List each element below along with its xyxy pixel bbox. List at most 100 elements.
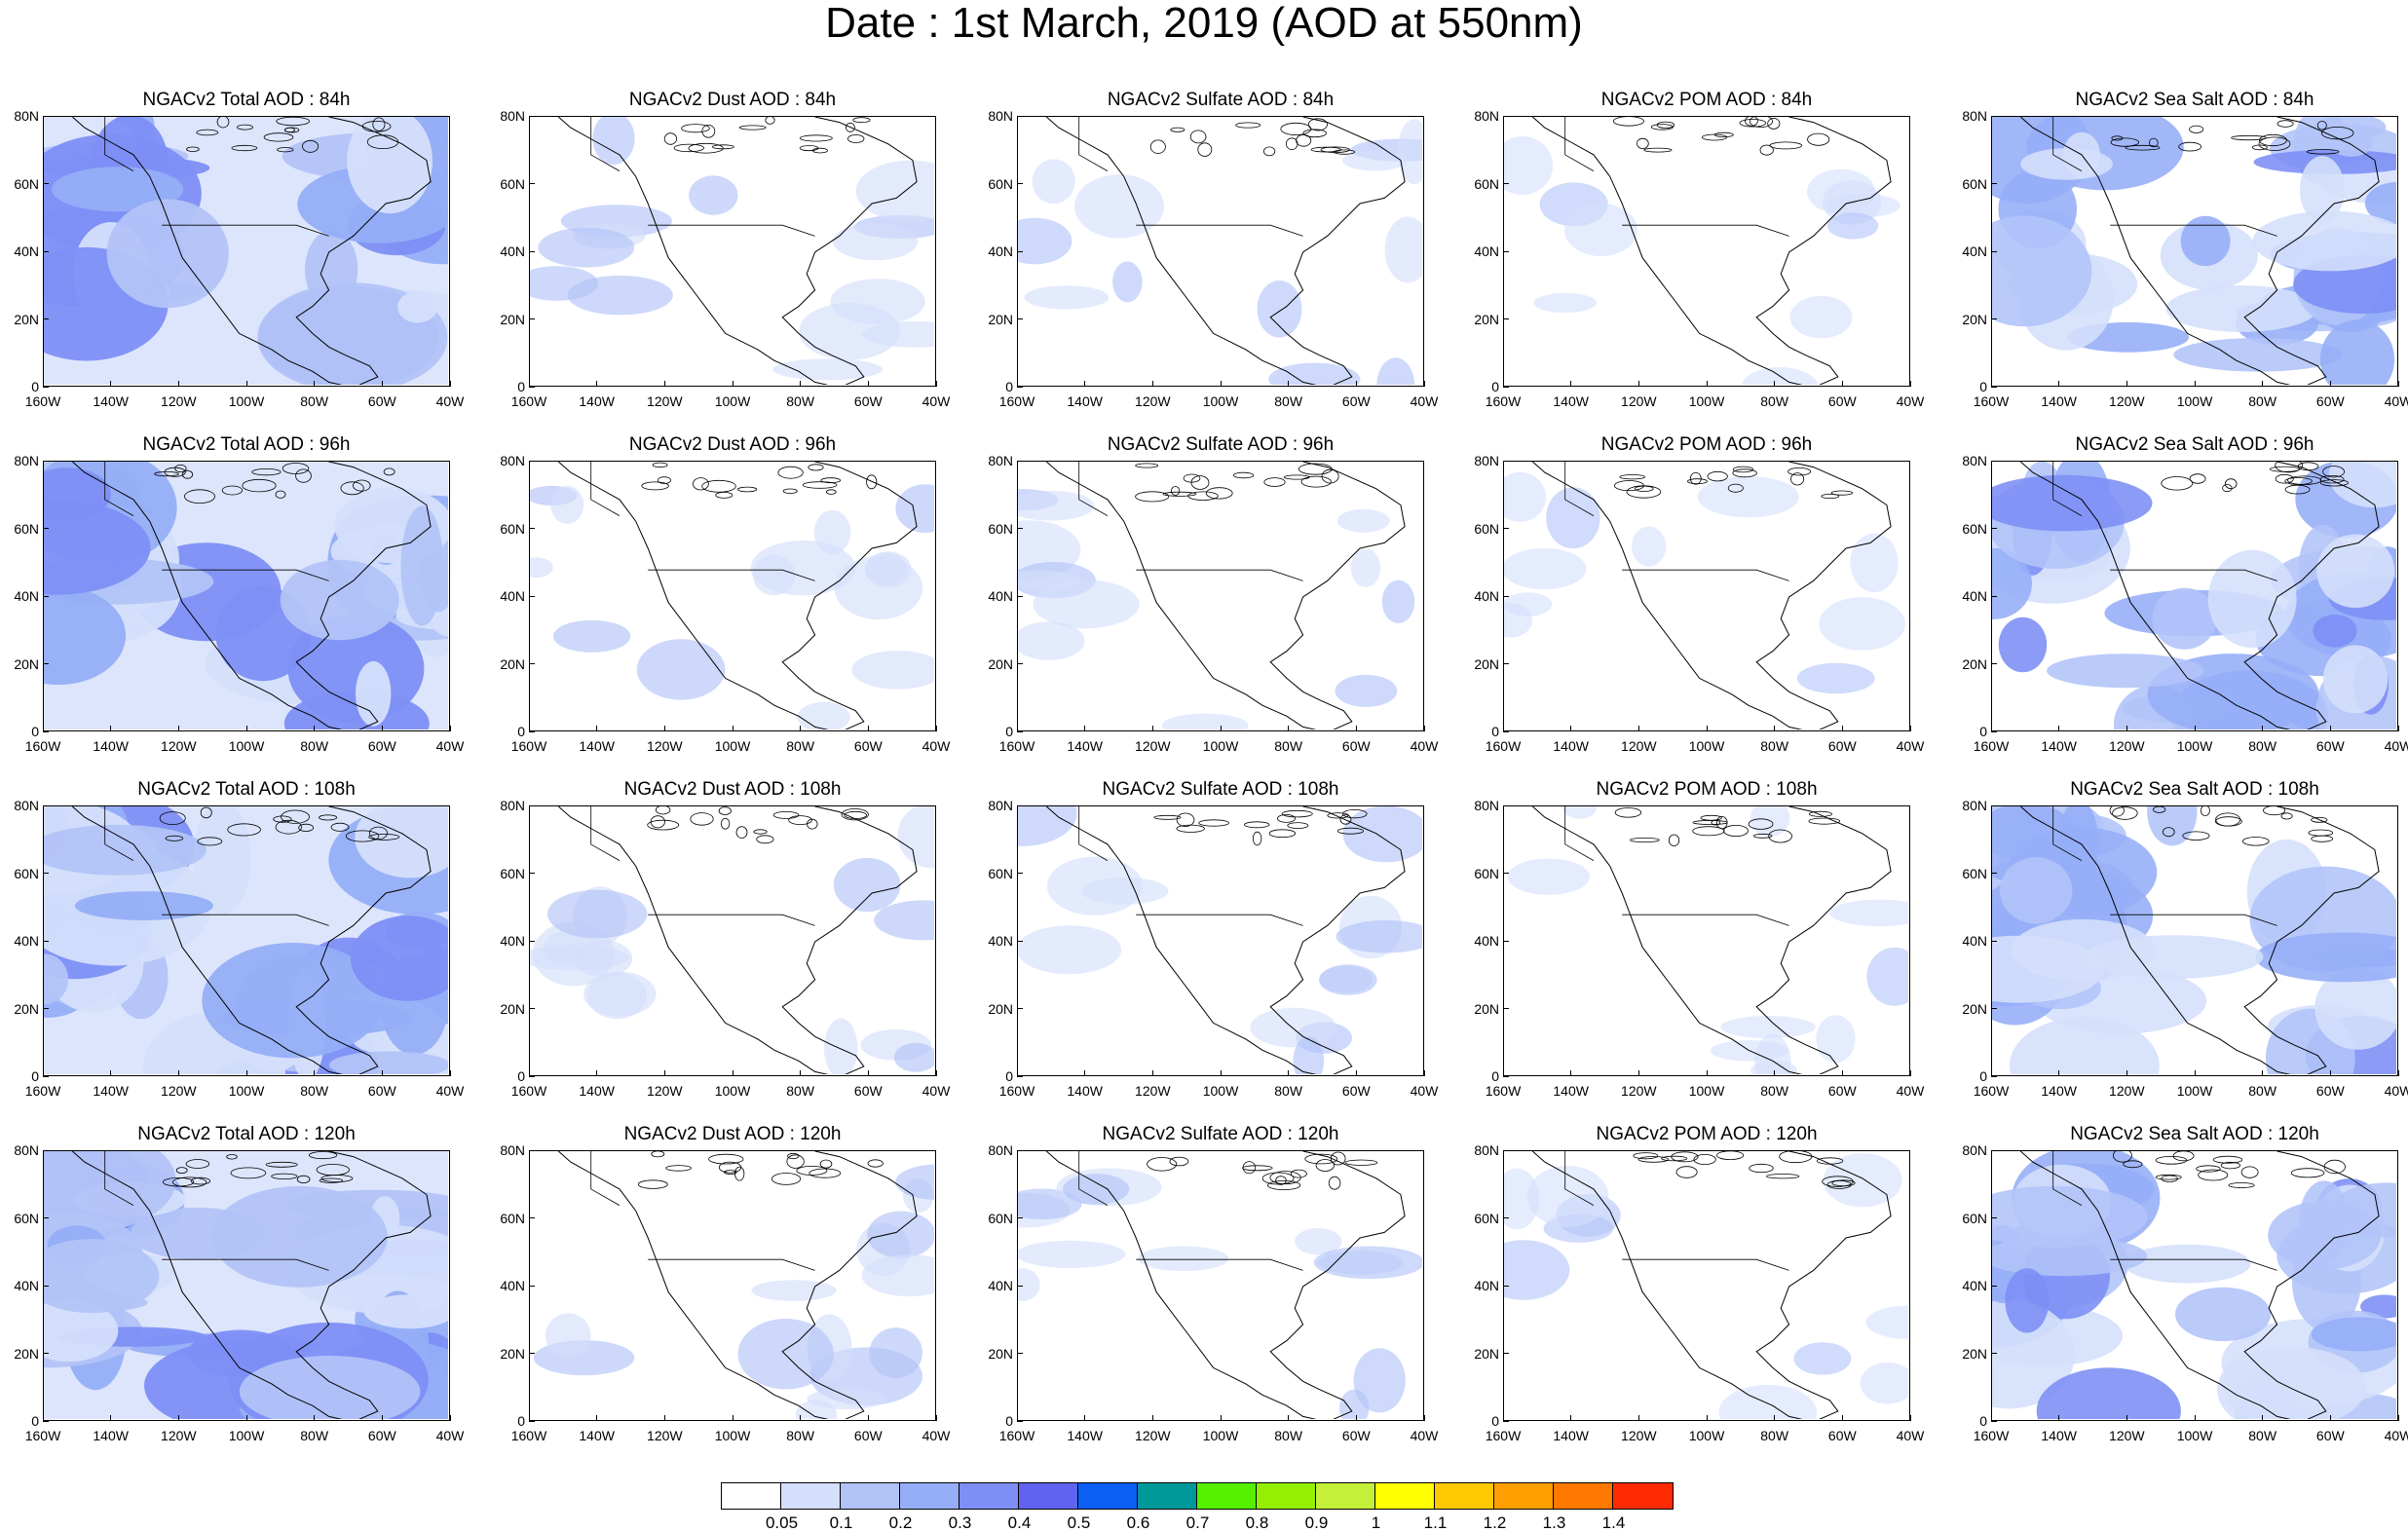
x-tick-mark xyxy=(381,726,383,731)
y-tick-mark xyxy=(529,595,535,597)
island-outline xyxy=(647,819,680,831)
map-frame xyxy=(43,805,450,1076)
x-tick-label: 40W xyxy=(1410,1428,1439,1443)
colorbar-label: 0.7 xyxy=(1185,1513,1210,1532)
island-outline xyxy=(2113,1151,2132,1163)
panel-title: NGACv2 Dust AOD : 120h xyxy=(623,1124,842,1144)
y-tick-mark xyxy=(1991,528,1997,529)
island-outline xyxy=(263,132,294,142)
y-tick-mark xyxy=(529,318,535,319)
island-outline xyxy=(663,132,677,145)
island-outline xyxy=(276,117,310,127)
island-outline xyxy=(1779,1151,1813,1164)
map-panel-sulfate-0: NGACv2 Sulfate AOD : 84h 160W 140W 120W 100W… xyxy=(988,91,1438,416)
y-tick-mark xyxy=(529,1008,535,1009)
island-outline xyxy=(1787,467,1812,476)
x-tick-mark xyxy=(1570,1070,1572,1076)
y-tick-mark xyxy=(1017,1353,1023,1354)
island-outline xyxy=(786,1154,805,1169)
border-line xyxy=(1078,462,1109,516)
y-tick-mark xyxy=(43,663,49,664)
x-tick-mark xyxy=(1355,381,1357,387)
y-tick-label: 40N xyxy=(14,243,39,259)
island-outline xyxy=(1330,1151,1346,1166)
colorbar-swatch xyxy=(1197,1483,1257,1509)
y-tick-label: 40N xyxy=(988,243,1013,259)
y-tick-mark xyxy=(43,250,49,252)
y-tick-label: 0 xyxy=(517,724,525,739)
y-tick-label: 40N xyxy=(500,588,525,604)
y-tick-mark xyxy=(1991,663,1997,664)
y-tick-mark xyxy=(1991,183,1997,184)
y-tick-label: 40N xyxy=(988,1278,1013,1293)
y-tick-mark xyxy=(1503,595,1509,597)
x-tick-label: 140W xyxy=(579,1428,615,1443)
aod-field xyxy=(1992,1151,2396,1419)
border-line xyxy=(590,462,621,516)
coastline xyxy=(557,462,918,729)
coastline xyxy=(1531,117,1892,385)
y-tick-mark xyxy=(43,386,49,388)
island-outline xyxy=(1287,822,1309,830)
x-tick-mark xyxy=(1423,1415,1425,1421)
x-tick-mark xyxy=(2194,1415,2196,1421)
aod-field xyxy=(1018,489,1415,729)
map-frame xyxy=(1503,1150,1910,1421)
x-tick-mark xyxy=(449,726,451,731)
y-tick-label: 0 xyxy=(1979,1068,1987,1084)
coastline xyxy=(1531,1151,1892,1419)
x-tick-mark xyxy=(1706,726,1708,731)
aod-field xyxy=(530,484,934,729)
border-line xyxy=(162,569,329,581)
map-frame xyxy=(43,1150,450,1421)
y-tick-mark xyxy=(1503,940,1509,942)
y-tick-label: 0 xyxy=(1491,1413,1499,1429)
x-tick-label: 120W xyxy=(647,393,683,409)
panel-title: NGACv2 Total AOD : 96h xyxy=(142,434,351,455)
y-tick-label: 80N xyxy=(14,798,39,813)
island-outline xyxy=(718,1161,742,1174)
map-canvas xyxy=(1018,117,1422,385)
x-tick-label: 120W xyxy=(647,1083,683,1099)
coastline xyxy=(71,806,432,1074)
island-outline xyxy=(1263,146,1276,157)
y-tick-label: 0 xyxy=(31,724,39,739)
island-outline xyxy=(216,117,230,129)
x-tick-mark xyxy=(1016,726,1018,731)
island-outline xyxy=(171,1177,207,1188)
x-tick-mark xyxy=(1990,381,1992,387)
x-tick-label: 160W xyxy=(1485,738,1522,754)
border-line xyxy=(648,569,815,581)
island-outline xyxy=(1300,475,1332,488)
border-line xyxy=(590,117,621,171)
x-tick-label: 140W xyxy=(1067,1428,1103,1443)
map-frame xyxy=(529,116,936,387)
y-tick-label: 60N xyxy=(14,175,39,192)
island-outline xyxy=(186,146,200,152)
x-tick-mark xyxy=(663,1070,665,1076)
border-line xyxy=(104,462,134,516)
y-tick-label: 80N xyxy=(14,108,39,124)
aod-field xyxy=(1504,1153,1908,1419)
y-tick-label: 40N xyxy=(1474,588,1499,604)
island-outline xyxy=(231,144,258,152)
x-tick-mark xyxy=(2126,726,2127,731)
island-outline xyxy=(196,129,219,136)
x-tick-mark xyxy=(1502,726,1504,731)
island-outline xyxy=(2163,827,2175,838)
coastline xyxy=(1045,117,1406,385)
x-tick-mark xyxy=(1909,726,1911,731)
map-panel-pom-0: NGACv2 POM AOD : 84h 160W 140W 120W 100W 80W 6… xyxy=(1474,91,1924,416)
x-tick-label: 40W xyxy=(1896,1083,1925,1099)
island-outline xyxy=(1675,1166,1698,1178)
y-tick-mark xyxy=(1017,1285,1023,1287)
y-tick-label: 60N xyxy=(14,865,39,881)
x-tick-label: 80W xyxy=(786,738,815,754)
y-tick-mark xyxy=(43,318,49,319)
island-outline xyxy=(1198,819,1229,827)
y-tick-label: 0 xyxy=(1005,724,1013,739)
map-frame xyxy=(1017,116,1424,387)
island-outline xyxy=(2280,812,2293,820)
y-tick-label: 40N xyxy=(500,243,525,259)
y-tick-label: 40N xyxy=(14,1278,39,1293)
